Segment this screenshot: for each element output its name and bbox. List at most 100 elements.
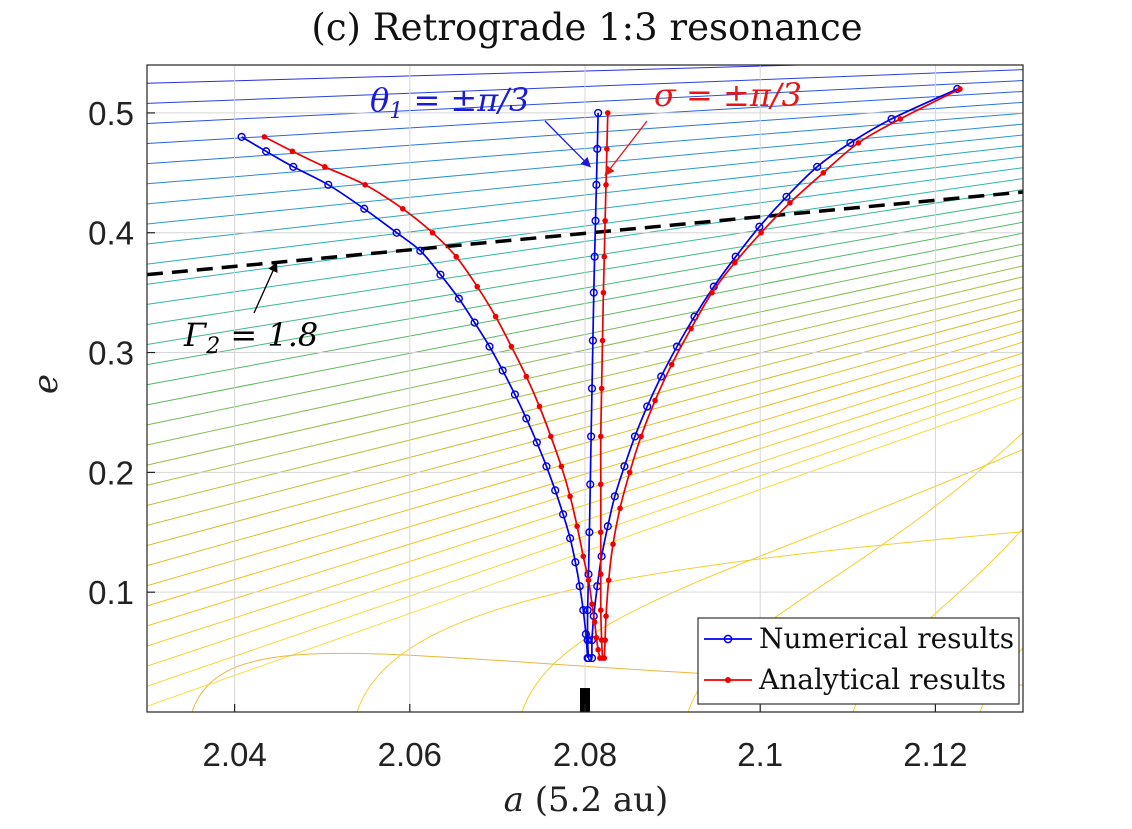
numerical-point (592, 180, 601, 189)
analytical-point (399, 205, 406, 212)
analytical-point (601, 655, 608, 661)
analytical-point (597, 529, 604, 536)
legend-analytical-label: Analytical results (758, 663, 1006, 696)
analytical-point (758, 229, 764, 236)
analytical-point (429, 229, 436, 236)
numerical-point (436, 270, 445, 279)
x-tick-label: 2.04 (202, 736, 266, 773)
analytical-point (652, 397, 658, 404)
analytical-point (474, 283, 481, 290)
analytical-point (598, 385, 605, 392)
analytical-point (617, 505, 623, 512)
numerical-point (589, 288, 598, 297)
analytical-point (453, 253, 460, 260)
y-tick-label: 0.3 (88, 335, 134, 372)
analytical-point (603, 613, 609, 619)
analytical-point (602, 217, 608, 224)
analytical-point (597, 571, 604, 578)
numerical-point (454, 294, 463, 303)
numerical-point (416, 246, 425, 255)
x-axis-label: a (5.2 au) (504, 780, 669, 820)
analytical-point (897, 116, 904, 122)
numerical-point (551, 486, 560, 495)
analytical-point (597, 481, 604, 488)
legend-box (697, 617, 1020, 705)
numerical-point (846, 138, 855, 147)
analytical-point (604, 146, 610, 152)
numerical-point (887, 114, 896, 124)
numerical-point (579, 606, 588, 615)
chart-title: (c) Retrograde 1:3 resonance (311, 6, 862, 49)
grid (147, 65, 1023, 712)
contour-arc (356, 531, 1023, 712)
numerical-point (782, 192, 791, 201)
analytical-point (638, 433, 644, 440)
numerical-point (591, 216, 600, 225)
numerical-point (594, 108, 603, 118)
numerical-point (498, 366, 507, 375)
analytical-point (855, 140, 862, 146)
analytical-point (957, 86, 963, 92)
numerical-point (755, 222, 764, 231)
analytical-point (600, 289, 607, 296)
numerical-point (588, 336, 597, 345)
analytical-point (731, 259, 738, 266)
numerical-point (610, 492, 619, 501)
analytical-point (820, 170, 827, 176)
legend-analytical-marker (725, 677, 731, 683)
analytical-series (261, 86, 963, 661)
numerical-point (575, 582, 584, 591)
x-tick-label: 2.06 (378, 736, 442, 773)
analytical-point (558, 463, 565, 470)
analytical-point (589, 601, 595, 607)
numerical-point (583, 606, 592, 615)
numerical-point (289, 162, 298, 171)
numerical-series (237, 84, 962, 663)
analytical-point (574, 523, 580, 530)
analytical-point (289, 148, 296, 155)
y-tick-label: 0.5 (88, 95, 134, 132)
legend-numerical-label: Numerical results (759, 622, 1014, 655)
resonance-marker-bar (580, 688, 590, 712)
x-tick-label: 2.1 (737, 736, 783, 773)
analytical-point (585, 577, 592, 584)
analytical-point (603, 182, 609, 188)
numerical-point (485, 342, 494, 351)
y-axis-ticks: 0.1 0.2 0.3 0.4 0.5 (88, 95, 155, 611)
analytical-point (362, 182, 368, 188)
theta-annotation-arrow (544, 120, 591, 168)
numerical-point (583, 636, 592, 645)
analytical-point (595, 646, 601, 653)
analytical-point (605, 577, 612, 584)
analytical-point (610, 541, 616, 548)
analytical-point (604, 110, 611, 116)
numerical-point (657, 372, 666, 381)
x-tick-label: 2.12 (903, 736, 967, 773)
numerical-curve-center (586, 112, 599, 659)
numerical-point (587, 653, 597, 663)
gamma-annotation: Γ2 = 1.8 (183, 316, 318, 359)
legend: Numerical results Analytical results (697, 617, 1020, 705)
analytical-point (261, 134, 268, 140)
numerical-point (392, 228, 401, 237)
analytical-point (492, 313, 499, 320)
numerical-point (522, 414, 531, 423)
analytical-point (536, 403, 543, 410)
gamma-annotation-arrow (253, 261, 278, 314)
numerical-point (593, 144, 602, 153)
legend-numerical-marker (723, 634, 733, 644)
numerical-point (324, 180, 333, 189)
numerical-point (586, 480, 595, 489)
numerical-point (813, 162, 822, 171)
numerical-point (571, 558, 580, 567)
y-tick-label: 0.4 (88, 215, 134, 252)
numerical-curve-right (591, 88, 958, 659)
analytical-point (601, 253, 608, 260)
numerical-point (643, 402, 652, 411)
analytical-point (709, 289, 715, 296)
analytical-point (688, 325, 694, 332)
numerical-point (262, 147, 271, 156)
analytical-point (567, 493, 573, 500)
analytical-point (787, 199, 793, 206)
numerical-point (542, 462, 551, 471)
